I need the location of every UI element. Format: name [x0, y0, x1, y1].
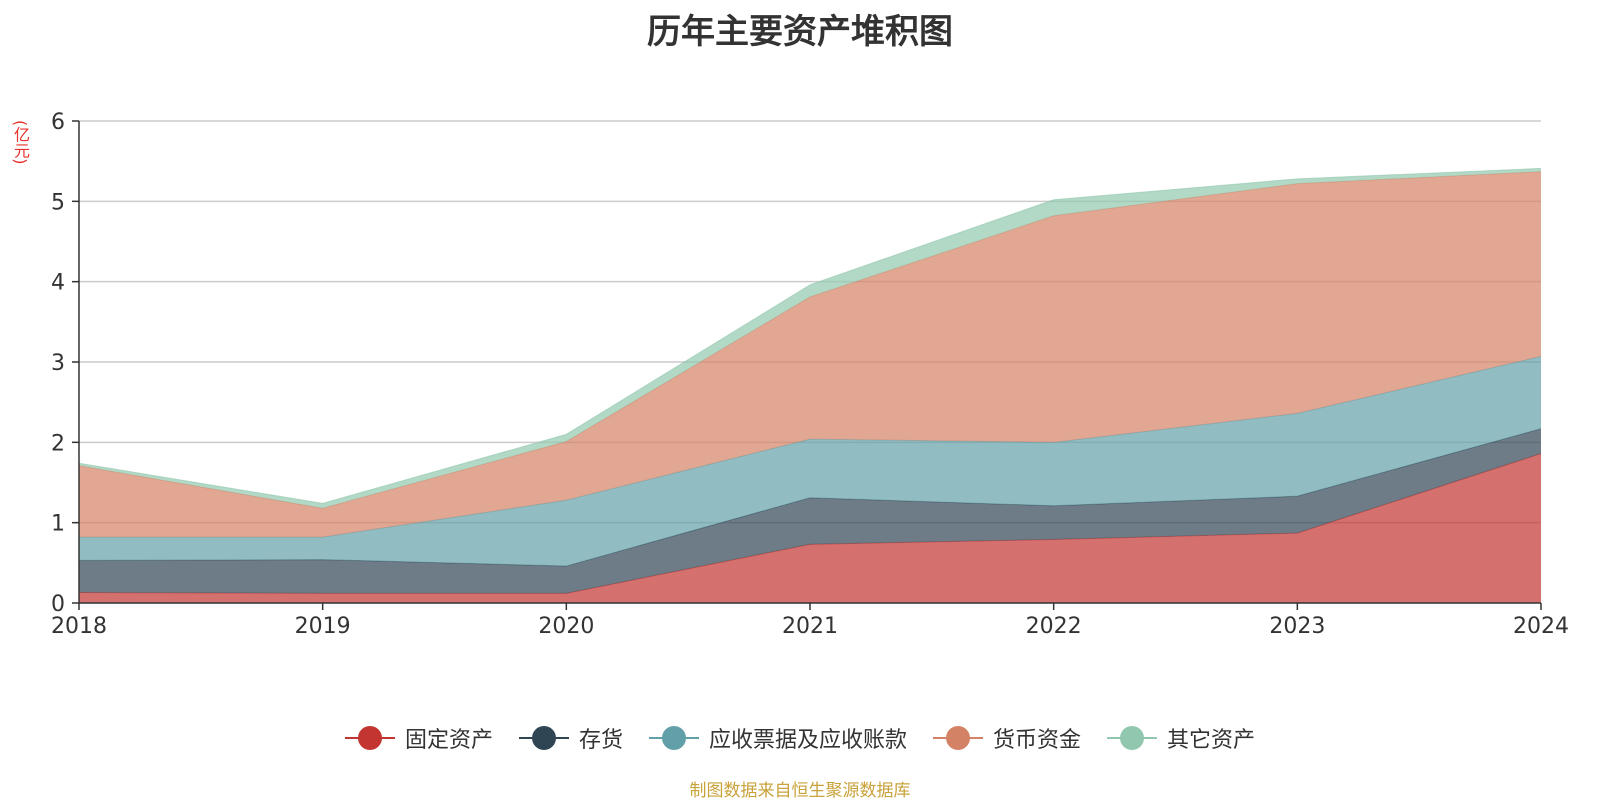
y-tick-label: 5 — [51, 190, 65, 215]
x-tick-label: 2020 — [538, 614, 594, 639]
legend-marker-icon — [648, 725, 699, 751]
y-tick-label: 6 — [51, 110, 65, 135]
x-tick-label: 2021 — [782, 614, 838, 639]
legend-marker-icon — [933, 725, 983, 751]
legend-marker-icon — [518, 725, 569, 751]
legend-marker-icon — [1107, 725, 1158, 751]
y-tick-label: 4 — [51, 271, 65, 296]
data-source-note: 制图数据来自恒生聚源数据库 — [689, 781, 911, 801]
series-areas — [78, 167, 1542, 603]
legend-label: 存货 — [578, 728, 623, 753]
chart-title: 历年主要资产堆积图 — [647, 12, 953, 52]
legend-label: 货币资金 — [993, 728, 1082, 753]
series-line-4 — [78, 167, 1542, 504]
legend-item-4[interactable]: 其它资产 — [1107, 722, 1255, 754]
x-tick-label: 2019 — [295, 614, 351, 639]
legend-item-0[interactable]: 固定资产 — [344, 722, 493, 754]
area-series-2 — [79, 356, 1541, 567]
tick-labels: 0 1 2 3 4 5 6 2018 2019 2020 2021 2022 2023 2024 — [51, 110, 1569, 639]
legend-label: 应收票据及应收账款 — [708, 728, 907, 753]
legend-item-3[interactable]: 货币资金 — [933, 722, 1081, 754]
x-tick-label: 2023 — [1269, 614, 1325, 639]
y-tick-label: 0 — [51, 592, 65, 617]
y-axis-unit-label: (亿元) — [11, 120, 30, 165]
x-tick-label: 2022 — [1026, 614, 1082, 639]
axes — [72, 120, 1542, 610]
area-series-3 — [79, 171, 1541, 538]
legend-item-2[interactable]: 应收票据及应收账款 — [648, 722, 907, 754]
legend-marker-icon — [344, 725, 395, 751]
area-series-0 — [79, 453, 1541, 603]
y-tick-label: 1 — [51, 512, 65, 537]
legend-label: 固定资产 — [404, 728, 493, 753]
legend-item-1[interactable]: 存货 — [518, 722, 623, 754]
legend-label: 其它资产 — [1167, 728, 1256, 753]
legend: 固定资产 存货 应收票据及应收账款 货币资金 其它资产 — [0, 718, 1600, 758]
y-tick-label: 2 — [51, 431, 65, 456]
chart-plot: 0 1 2 3 4 5 6 2018 2019 2020 2021 2022 2023 2024 — [51, 110, 1569, 639]
y-tick-label: 3 — [51, 351, 65, 376]
x-tick-label: 2024 — [1513, 614, 1569, 639]
x-tick-label: 2018 — [51, 614, 107, 639]
area-series-1 — [79, 428, 1541, 594]
